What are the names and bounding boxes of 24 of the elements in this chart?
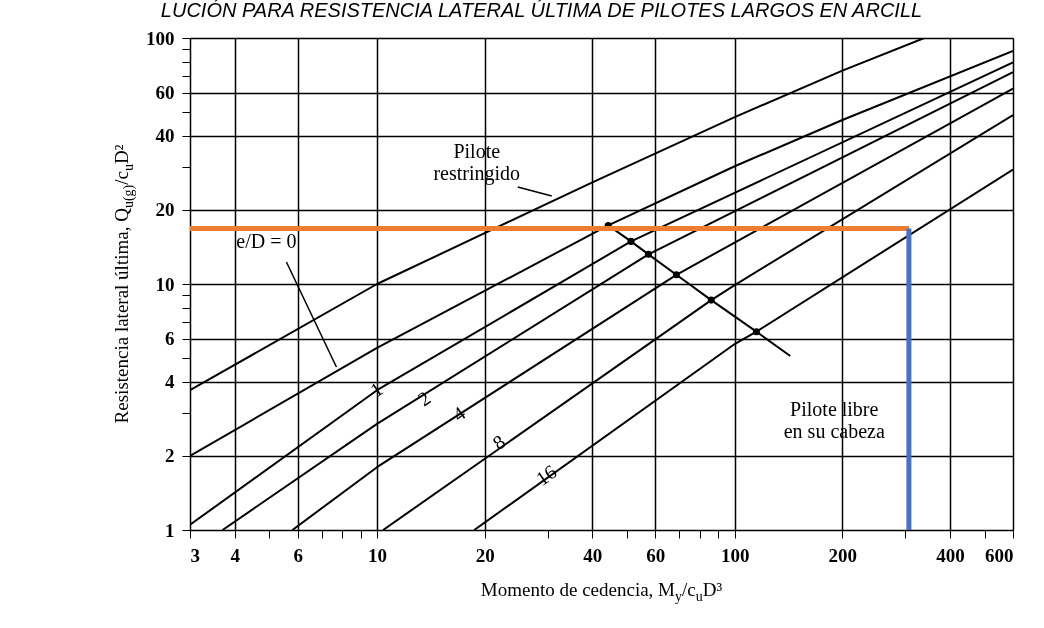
chart-title: LUCIÓN PARA RESISTENCIA LATERAL ÚLTIMA DE PILOTES LARGOS EN ARCILL <box>160 0 923 21</box>
x-tick-label: 100 <box>720 544 750 566</box>
annotation: e/D = 0 <box>236 229 297 252</box>
x-tick-label: 6 <box>293 544 303 566</box>
y-tick-label: 20 <box>155 199 175 221</box>
y-tick-label: 4 <box>165 371 175 393</box>
y-tick-label: 2 <box>165 445 175 467</box>
x-tick-label: 20 <box>475 544 495 566</box>
y-tick-label: 6 <box>165 328 175 350</box>
y-tick-label: 60 <box>155 82 175 104</box>
annotation: 8 <box>488 430 510 454</box>
x-tick-label: 600 <box>985 544 1014 566</box>
y-tick-label: 10 <box>155 273 175 295</box>
y-axis-title: Resistencia lateral última, Qu(g)/cuD² <box>111 144 137 424</box>
x-tick-label: 200 <box>828 544 858 566</box>
x-tick-label: 10 <box>368 544 388 566</box>
x-tick-label: 400 <box>936 544 965 566</box>
x-tick-label: 3 <box>190 544 200 566</box>
x-tick-label: 60 <box>646 544 666 566</box>
x-tick-label: 40 <box>583 544 603 566</box>
x-tick-label: 4 <box>230 544 241 566</box>
y-tick-label: 40 <box>155 125 175 147</box>
y-tick-label: 100 <box>146 27 175 49</box>
y-tick-label: 1 <box>165 519 175 541</box>
